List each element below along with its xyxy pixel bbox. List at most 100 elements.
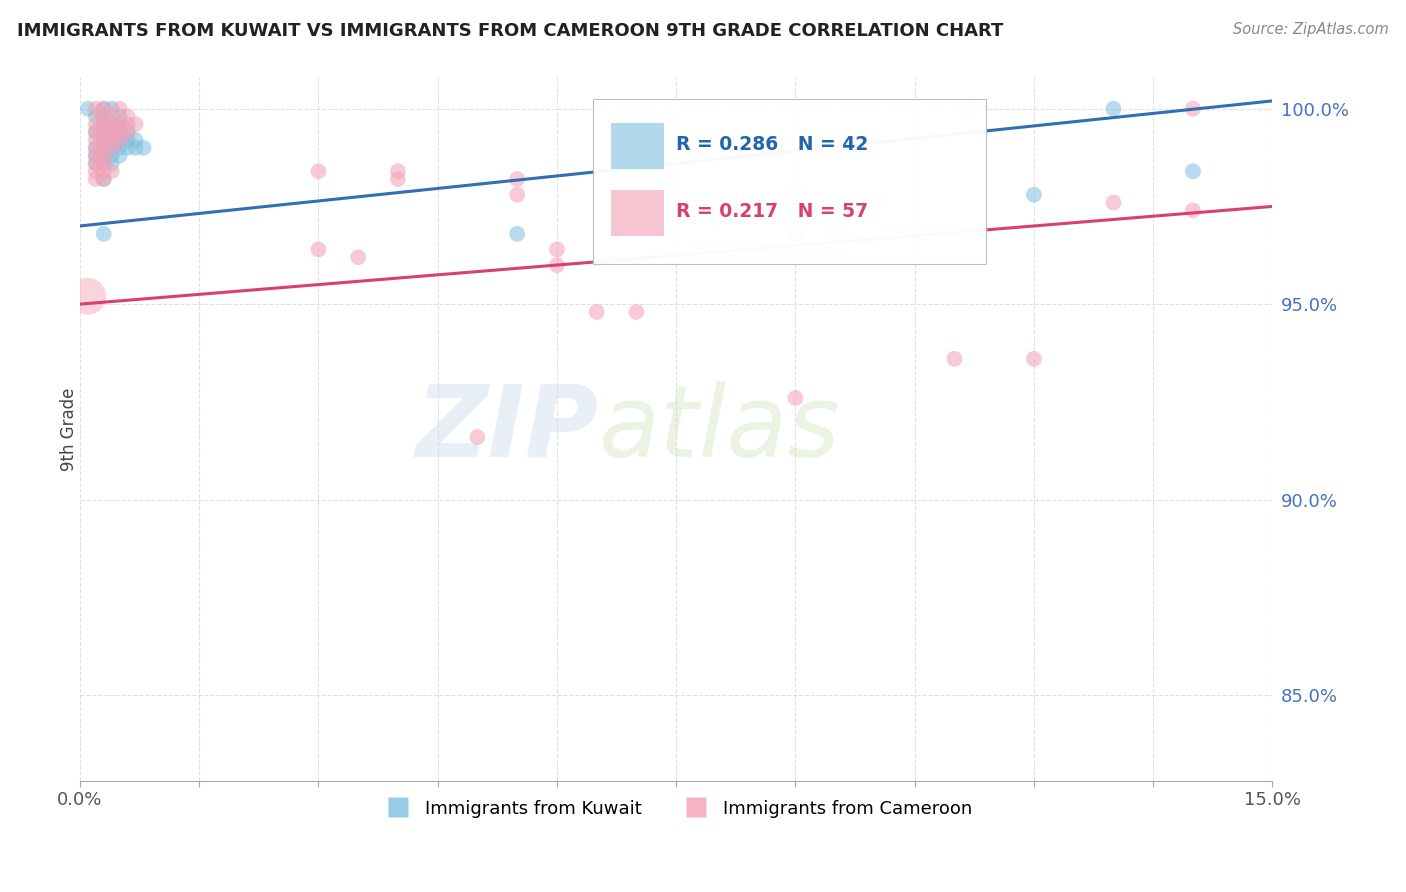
Point: [100, 133, 122, 147]
Text: R = 0.286   N = 42: R = 0.286 N = 42: [676, 135, 869, 153]
Point: [117, 125, 139, 139]
Point: [84, 141, 107, 155]
Point: [100, 141, 122, 155]
Point: [84, 148, 107, 162]
Point: [506, 172, 529, 186]
Point: [117, 133, 139, 147]
Point: [108, 133, 131, 147]
Legend: Immigrants from Kuwait, Immigrants from Cameroon: Immigrants from Kuwait, Immigrants from …: [373, 792, 980, 825]
Point: [84, 164, 107, 178]
Point: [1181, 102, 1204, 116]
Point: [100, 148, 122, 162]
Point: [100, 125, 122, 139]
Point: [93, 164, 115, 178]
Point: [108, 133, 131, 147]
Point: [626, 203, 648, 218]
Point: [84, 125, 107, 139]
Point: [117, 125, 139, 139]
Point: [307, 243, 329, 257]
Point: [84, 133, 107, 147]
Point: [704, 203, 727, 218]
Point: [84, 102, 107, 116]
Point: [100, 156, 122, 170]
Point: [93, 156, 115, 170]
Point: [93, 102, 115, 116]
Point: [100, 164, 122, 178]
Point: [824, 227, 846, 241]
Point: [84, 156, 107, 170]
Point: [108, 125, 131, 139]
Point: [387, 164, 409, 178]
Point: [506, 187, 529, 202]
FancyBboxPatch shape: [593, 98, 986, 264]
Point: [108, 110, 131, 124]
Point: [108, 125, 131, 139]
Point: [93, 110, 115, 124]
Point: [84, 156, 107, 170]
Point: [108, 117, 131, 131]
Point: [108, 141, 131, 155]
Point: [1102, 102, 1125, 116]
Point: [93, 156, 115, 170]
Point: [785, 391, 807, 405]
Point: [585, 305, 607, 319]
Point: [84, 148, 107, 162]
Point: [347, 250, 370, 264]
Point: [1181, 203, 1204, 218]
Point: [100, 133, 122, 147]
Point: [506, 227, 529, 241]
Point: [1022, 187, 1045, 202]
Point: [100, 117, 122, 131]
Point: [93, 133, 115, 147]
Point: [93, 133, 115, 147]
Point: [76, 102, 98, 116]
Point: [785, 187, 807, 202]
Point: [93, 172, 115, 186]
Point: [93, 125, 115, 139]
Point: [1181, 164, 1204, 178]
Text: Source: ZipAtlas.com: Source: ZipAtlas.com: [1233, 22, 1389, 37]
Point: [1102, 195, 1125, 210]
Y-axis label: 9th Grade: 9th Grade: [60, 387, 77, 471]
Text: R = 0.217   N = 57: R = 0.217 N = 57: [676, 202, 869, 220]
Point: [863, 195, 886, 210]
Point: [84, 172, 107, 186]
Text: IMMIGRANTS FROM KUWAIT VS IMMIGRANTS FROM CAMEROON 9TH GRADE CORRELATION CHART: IMMIGRANTS FROM KUWAIT VS IMMIGRANTS FRO…: [17, 22, 1004, 40]
Point: [93, 102, 115, 116]
Text: atlas: atlas: [599, 381, 841, 478]
Point: [117, 117, 139, 131]
Bar: [610, 190, 664, 235]
Point: [117, 110, 139, 124]
Point: [93, 117, 115, 131]
Point: [307, 164, 329, 178]
Bar: [610, 123, 664, 169]
Point: [108, 102, 131, 116]
Point: [467, 430, 489, 444]
Point: [76, 289, 98, 303]
Point: [546, 243, 568, 257]
Point: [124, 141, 146, 155]
Point: [100, 102, 122, 116]
Point: [132, 141, 155, 155]
Point: [84, 125, 107, 139]
Point: [93, 148, 115, 162]
Point: [108, 148, 131, 162]
Point: [959, 102, 981, 116]
Point: [93, 125, 115, 139]
Point: [93, 141, 115, 155]
Point: [93, 227, 115, 241]
Point: [1022, 351, 1045, 366]
Point: [124, 133, 146, 147]
Point: [108, 117, 131, 131]
Point: [100, 125, 122, 139]
Point: [100, 117, 122, 131]
Point: [626, 305, 648, 319]
Point: [117, 141, 139, 155]
Point: [93, 148, 115, 162]
Point: [546, 258, 568, 272]
Point: [387, 172, 409, 186]
Point: [93, 141, 115, 155]
Point: [93, 172, 115, 186]
Point: [785, 227, 807, 241]
Point: [100, 141, 122, 155]
